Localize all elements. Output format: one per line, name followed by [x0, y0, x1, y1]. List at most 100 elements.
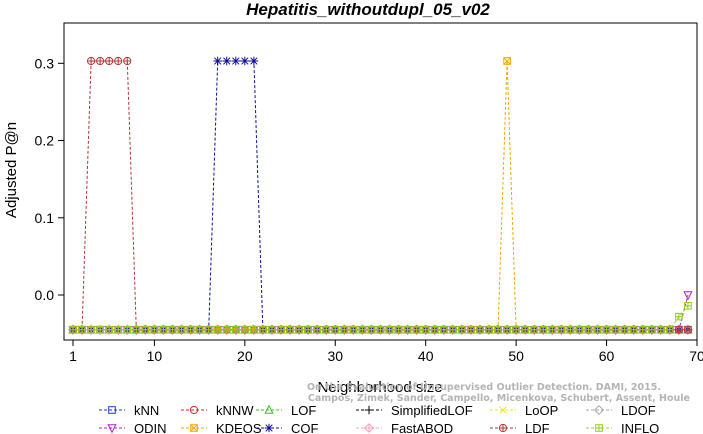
series-layer: [67, 56, 693, 336]
data-point-ldf: [86, 56, 96, 66]
data-point-inflo: [87, 325, 95, 334]
legend-entry-ldof: LDOF: [586, 403, 656, 418]
data-point-inflo: [286, 325, 294, 334]
legend-marker-simplifiedlof: [364, 405, 374, 415]
data-point-inflo: [611, 325, 620, 334]
data-point-inflo: [376, 325, 385, 334]
citation-watermark-line-1: Campos, Zimek, Sander, Campello, Micenko…: [308, 393, 690, 404]
data-point-inflo: [322, 325, 331, 334]
legend-marker-lof: [264, 404, 274, 414]
legend-marker-loop: [499, 406, 507, 414]
data-point-inflo: [394, 325, 403, 334]
x-tick-label: 20: [237, 348, 253, 364]
data-point-inflo: [159, 325, 168, 334]
legend-label-knnw: kNNW: [216, 403, 254, 418]
series-ldf: [68, 56, 693, 334]
data-point-inflo: [168, 325, 177, 334]
data-point-inflo: [132, 325, 141, 334]
x-axis: 1 10 20 30 40 50 60 70: [69, 340, 703, 364]
data-point-inflo: [494, 325, 502, 334]
data-point-inflo: [114, 325, 123, 334]
y-tick-label: 0.0: [35, 287, 55, 303]
data-point-inflo: [548, 325, 557, 334]
data-point-inflo: [421, 325, 430, 334]
data-point-inflo: [557, 325, 566, 334]
data-point-inflo: [385, 325, 394, 334]
data-point-ldf: [114, 56, 123, 66]
legend-marker-inflo: [595, 424, 603, 432]
data-point-inflo: [204, 325, 213, 334]
legend-label-cof: COF: [291, 421, 319, 434]
data-point-inflo: [575, 325, 584, 334]
data-point-ldf: [123, 56, 132, 66]
data-point-inflo: [123, 325, 132, 334]
legend-label-ldf: LDF: [525, 421, 550, 434]
data-point-inflo: [367, 325, 376, 334]
series-kdeos: [69, 57, 692, 334]
legend-label-inflo: INFLO: [621, 421, 659, 434]
legend-label-ldof: LDOF: [621, 403, 656, 418]
data-point-inflo: [593, 325, 602, 334]
x-tick-label: 10: [147, 348, 163, 364]
legend-entry-loop: LoOP: [490, 403, 558, 418]
data-point-inflo: [295, 325, 303, 334]
data-point-ldf: [683, 325, 693, 334]
data-point-inflo: [666, 325, 674, 334]
citation-watermark-line-2: On the Evaluation of Unsupervised Outlie…: [307, 382, 661, 393]
legend-entry-lof: LOF: [256, 403, 316, 418]
data-point-inflo: [277, 325, 285, 334]
legend-entry-knn: kNN: [99, 403, 159, 418]
data-point-ldf: [674, 325, 684, 334]
y-tick-label: 0.1: [35, 210, 55, 226]
data-point-inflo: [340, 325, 349, 334]
data-point-inflo: [304, 325, 312, 334]
data-point-inflo: [141, 325, 150, 334]
data-point-inflo: [430, 325, 439, 334]
legend-entry-odin: ODIN: [99, 421, 167, 434]
data-point-inflo: [268, 325, 276, 334]
legend-label-simplifiedlof: SimplifiedLOF: [391, 403, 473, 418]
data-point-inflo: [412, 325, 421, 334]
y-tick-label: 0.2: [35, 133, 55, 149]
y-tick-label: 0.3: [35, 55, 55, 71]
legend-label-kdeos: KDEOS: [216, 421, 262, 434]
data-point-cof: [240, 56, 250, 66]
data-point-inflo: [358, 325, 367, 334]
data-point-inflo: [349, 325, 358, 334]
x-tick-label: 70: [689, 348, 703, 364]
data-point-cof: [231, 56, 241, 66]
legend-marker-ldof: [593, 404, 605, 416]
data-point-inflo: [458, 325, 466, 334]
data-point-inflo: [241, 325, 249, 334]
legend-marker-kdeos: [190, 424, 198, 432]
legend-marker-ldf: [498, 423, 508, 433]
data-point-inflo: [530, 325, 539, 334]
data-point-inflo: [96, 325, 104, 334]
legend-marker-fastabod: [363, 422, 375, 434]
data-point-inflo: [177, 325, 186, 334]
data-point-inflo: [231, 325, 240, 334]
data-point-odin: [683, 291, 693, 301]
y-axis: 0.0 0.1 0.2 0.3: [35, 55, 64, 303]
data-point-inflo: [439, 325, 448, 334]
data-point-inflo: [313, 325, 321, 334]
legend-entry-ldf: LDF: [490, 421, 550, 434]
data-point-inflo: [449, 325, 457, 334]
data-point-inflo: [566, 325, 575, 334]
legend-entry-cof: COF: [256, 421, 319, 434]
data-point-inflo: [150, 325, 159, 334]
x-tick-label: 40: [418, 348, 434, 364]
data-point-cof: [213, 56, 222, 66]
data-point-inflo: [539, 325, 548, 334]
data-point-inflo: [259, 325, 267, 334]
legend-label-knn: kNN: [134, 403, 159, 418]
data-point-inflo: [222, 325, 231, 334]
x-tick-label: 1: [69, 348, 77, 364]
data-point-ldf: [96, 56, 105, 66]
series-cof: [68, 56, 693, 335]
legend-entry-fastabod: FastABOD: [356, 421, 453, 434]
data-point-inflo: [629, 325, 638, 334]
data-point-cof: [222, 56, 232, 66]
legend-marker-knnw: [189, 405, 199, 415]
